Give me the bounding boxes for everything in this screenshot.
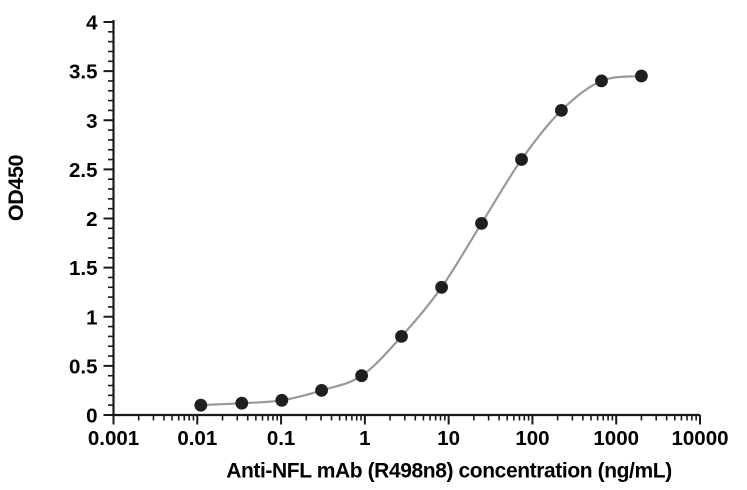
- y-axis-tick-label: 2: [86, 208, 97, 231]
- data-point: [635, 69, 648, 83]
- y-axis-tick-label: 2.5: [69, 159, 98, 182]
- x-axis-tick-label: 0.01: [177, 427, 217, 450]
- data-point: [275, 393, 289, 407]
- data-point: [515, 153, 528, 166]
- x-axis-tick-label: 1000: [593, 427, 639, 450]
- y-axis-title: OD450: [4, 154, 28, 221]
- y-axis-tick-label: 0.5: [69, 355, 98, 378]
- y-axis-tick-label: 0: [86, 405, 97, 428]
- data-point: [435, 280, 448, 294]
- data-point: [235, 396, 249, 410]
- dose-response-curve: [200, 74, 642, 407]
- data-point: [315, 384, 328, 397]
- data-point: [475, 217, 488, 230]
- y-axis-tick-label: 3: [86, 110, 97, 133]
- x-axis-tick-label: 0.001: [88, 427, 139, 450]
- data-point: [194, 398, 208, 412]
- y-axis-tick-label: 4: [86, 12, 98, 35]
- data-point: [595, 74, 608, 88]
- y-axis-tick-label: 3.5: [69, 61, 98, 84]
- y-axis-tick-label: 1.5: [69, 257, 98, 280]
- y-axis-tick-label: 1: [86, 306, 97, 329]
- x-axis-tick-label: 10: [437, 427, 460, 450]
- data-point: [355, 369, 368, 383]
- x-axis-tick-label: 0.1: [267, 427, 296, 450]
- x-axis-tick-label: 100: [515, 427, 549, 450]
- x-axis-tick-label: 1: [359, 427, 370, 450]
- data-point: [395, 330, 408, 343]
- x-axis-title: Anti-NFL mAb (R498n8) concentration (ng/…: [226, 460, 672, 483]
- data-point: [555, 104, 568, 117]
- x-axis-tick-label: 10000: [671, 427, 728, 450]
